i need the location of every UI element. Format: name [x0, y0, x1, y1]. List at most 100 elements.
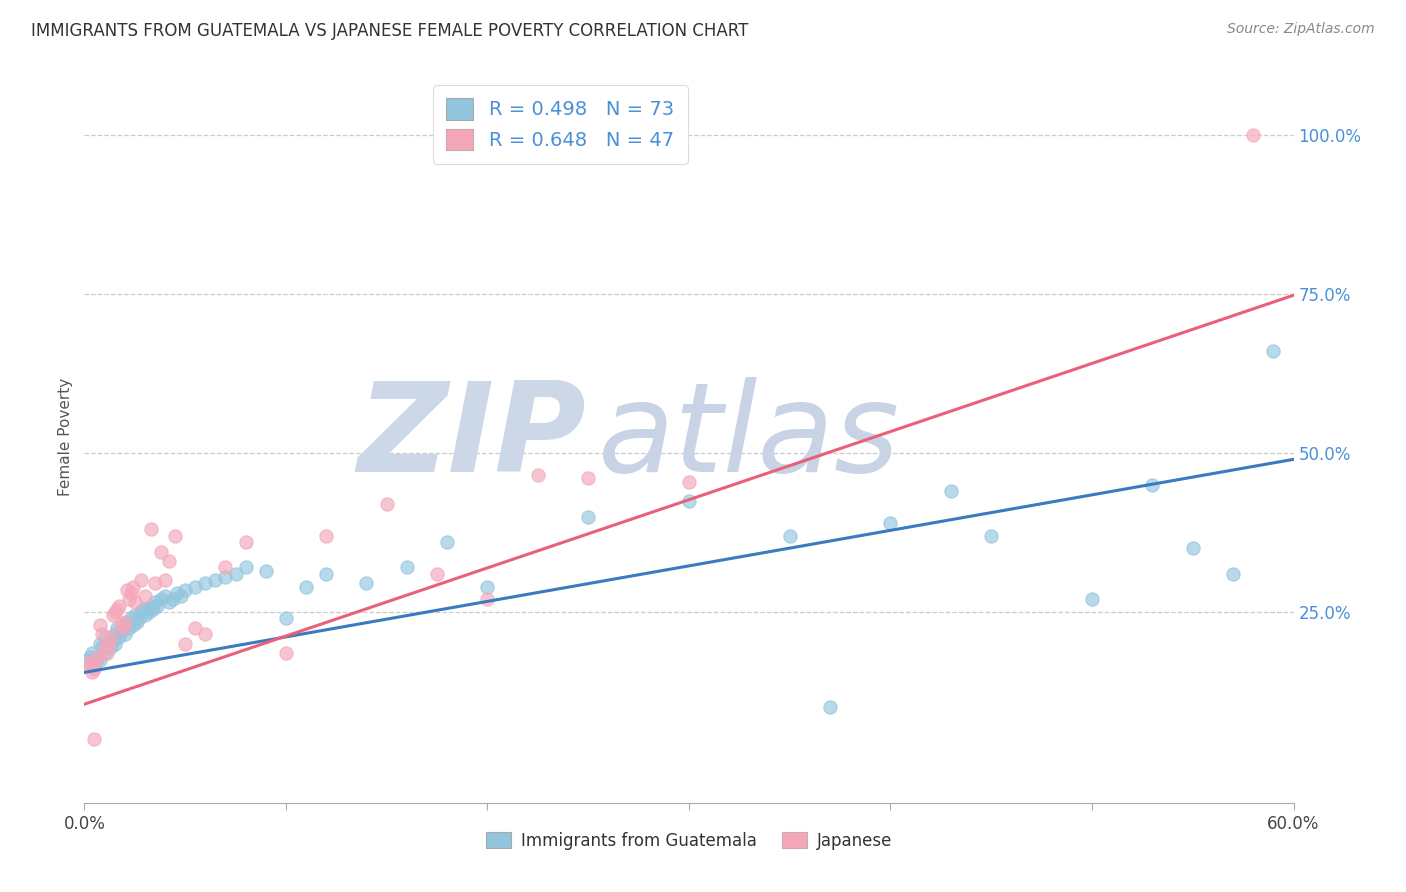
Point — [100, 631, 122, 645]
Point — [82, 665, 104, 680]
Point — [134, 589, 156, 603]
Point — [143, 576, 166, 591]
Point — [527, 468, 550, 483]
Point — [105, 621, 128, 635]
Point — [1263, 344, 1285, 359]
Point — [678, 493, 700, 508]
Point — [83, 659, 105, 673]
Point — [149, 544, 172, 558]
Point — [111, 621, 134, 635]
Point — [157, 554, 180, 568]
Point — [115, 582, 138, 597]
Point — [111, 621, 134, 635]
Point — [79, 659, 101, 673]
Point — [274, 646, 297, 660]
Point — [576, 509, 599, 524]
Point — [101, 633, 124, 648]
Point — [818, 700, 841, 714]
Point — [121, 580, 143, 594]
Point — [142, 602, 165, 616]
Point — [395, 560, 418, 574]
Point — [96, 646, 118, 660]
Point — [1142, 477, 1164, 491]
Point — [274, 611, 297, 625]
Point — [1181, 541, 1204, 556]
Point — [86, 653, 108, 667]
Point — [779, 529, 801, 543]
Point — [174, 582, 197, 597]
Point — [143, 595, 166, 609]
Point — [104, 637, 127, 651]
Point — [194, 627, 217, 641]
Point — [124, 608, 146, 623]
Point — [93, 646, 115, 660]
Point — [115, 615, 138, 629]
Point — [879, 516, 901, 530]
Point — [83, 662, 105, 676]
Point — [146, 599, 169, 613]
Point — [165, 529, 187, 543]
Point — [138, 605, 160, 619]
Point — [101, 608, 124, 623]
Point — [184, 580, 207, 594]
Point — [135, 602, 157, 616]
Point — [114, 617, 136, 632]
Point — [129, 605, 152, 619]
Point — [128, 611, 150, 625]
Point — [315, 566, 337, 581]
Point — [77, 656, 100, 670]
Point — [426, 566, 449, 581]
Point — [93, 640, 115, 654]
Point — [125, 615, 148, 629]
Point — [214, 560, 236, 574]
Point — [436, 535, 458, 549]
Point — [83, 656, 105, 670]
Point — [174, 637, 197, 651]
Point — [96, 640, 118, 654]
Point — [477, 592, 499, 607]
Point — [104, 605, 127, 619]
Point — [91, 640, 114, 654]
Point — [107, 599, 129, 613]
Text: atlas: atlas — [599, 376, 900, 498]
Point — [82, 646, 104, 660]
Point — [1222, 566, 1244, 581]
Point — [225, 566, 247, 581]
Point — [107, 631, 129, 645]
Point — [86, 653, 108, 667]
Point — [89, 653, 111, 667]
Point — [477, 580, 499, 594]
Point — [315, 529, 337, 543]
Point — [87, 649, 110, 664]
Point — [678, 475, 700, 489]
Point — [939, 484, 962, 499]
Point — [83, 732, 105, 747]
Point — [77, 653, 100, 667]
Point — [1081, 592, 1104, 607]
Point — [132, 602, 155, 616]
Point — [162, 592, 184, 607]
Point — [121, 617, 143, 632]
Point — [110, 624, 132, 638]
Point — [170, 589, 193, 603]
Point — [153, 573, 176, 587]
Point — [97, 637, 120, 651]
Point — [134, 608, 156, 623]
Y-axis label: Female Poverty: Female Poverty — [58, 378, 73, 496]
Point — [153, 589, 176, 603]
Point — [194, 576, 217, 591]
Point — [576, 471, 599, 485]
Point — [124, 595, 146, 609]
Point — [157, 595, 180, 609]
Point — [89, 617, 111, 632]
Point — [114, 627, 136, 641]
Point — [97, 637, 120, 651]
Point — [149, 592, 172, 607]
Point — [89, 637, 111, 651]
Point — [184, 621, 207, 635]
Point — [104, 627, 127, 641]
Point — [356, 576, 378, 591]
Point — [235, 560, 257, 574]
Point — [254, 564, 277, 578]
Point — [214, 570, 236, 584]
